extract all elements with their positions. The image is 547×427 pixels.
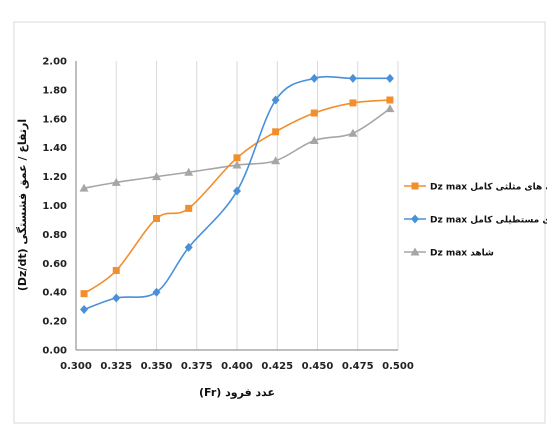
data-point <box>232 160 242 169</box>
x-axis-title: عدد فرود (Fr) <box>199 386 275 399</box>
y-tick-label: 0.20 <box>42 317 67 328</box>
y-tick-label: 2.00 <box>42 57 67 68</box>
x-tick-label: 0.450 <box>302 361 334 372</box>
legend-marker <box>411 182 419 190</box>
data-point <box>310 73 319 83</box>
x-tick-label: 0.425 <box>261 361 293 372</box>
y-tick-label: 0.60 <box>42 259 67 270</box>
y-tick-label: 1.60 <box>42 114 67 125</box>
y-tick-label: 0.80 <box>42 230 67 241</box>
chart-border <box>13 21 546 424</box>
series-square <box>80 96 394 298</box>
data-point <box>349 99 357 107</box>
y-tick-labels: 0.00 0.20 0.40 0.60 0.80 1.00 1.20 1.40 1.60 1.80… <box>42 57 67 357</box>
data-point <box>385 73 394 83</box>
axes <box>75 61 398 351</box>
x-tick-label: 0.350 <box>141 361 173 372</box>
y-tick-label: 0.00 <box>42 346 67 357</box>
data-point <box>184 242 193 252</box>
series-diamond <box>80 73 394 315</box>
series-triangle <box>79 104 395 192</box>
legend-marker <box>411 214 419 224</box>
y-tick-label: 1.80 <box>42 85 67 96</box>
data-point <box>185 204 193 212</box>
series <box>79 73 395 315</box>
data-point <box>385 104 395 113</box>
x-tick-label: 0.300 <box>60 361 92 372</box>
y-tick-label: 1.20 <box>42 172 67 183</box>
data-point <box>79 183 89 192</box>
data-point <box>309 135 319 144</box>
y-tick-label: 1.00 <box>42 201 67 212</box>
data-point <box>112 267 120 275</box>
legend-label: Dz max با دندانه های مستطیلی کامل <box>430 216 547 226</box>
data-point <box>152 172 161 181</box>
data-point <box>348 128 358 137</box>
data-point <box>80 290 88 298</box>
data-point <box>310 109 318 117</box>
data-point <box>233 154 241 162</box>
x-tick-labels: 0.300 0.325 0.350 0.375 0.400 0.425 0.450 0.475… <box>60 361 414 372</box>
legend-marker <box>410 247 420 256</box>
legend: Dz max با دندانه های مثلثی کامل Dz max با… <box>404 182 547 259</box>
data-point <box>271 156 281 165</box>
y-axis-title: ارتفاع / عمق فشستگی (Dz/dt) <box>16 119 29 291</box>
data-point <box>111 177 121 186</box>
data-point <box>112 293 121 303</box>
data-point <box>152 287 161 297</box>
data-point <box>272 128 280 136</box>
legend-label: Dz max شاهد <box>430 249 494 259</box>
y-tick-label: 1.40 <box>42 143 67 154</box>
x-tick-label: 0.400 <box>221 361 253 372</box>
data-point <box>153 215 160 223</box>
data-point <box>271 95 280 105</box>
data-point <box>348 73 357 83</box>
x-tick-label: 0.475 <box>342 361 374 372</box>
x-tick-label: 0.375 <box>181 361 213 372</box>
data-point <box>233 186 241 196</box>
data-point <box>80 305 89 315</box>
legend-label: Dz max با دندانه های مثلثی کامل <box>430 183 547 193</box>
data-point <box>386 96 394 104</box>
x-tick-label: 0.500 <box>382 361 414 372</box>
y-tick-label: 0.40 <box>42 288 67 299</box>
data-point <box>184 167 194 176</box>
x-tick-label: 0.325 <box>100 361 132 372</box>
